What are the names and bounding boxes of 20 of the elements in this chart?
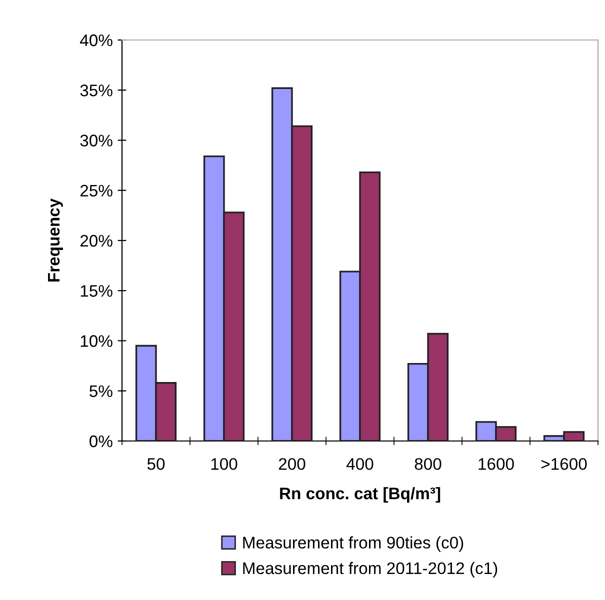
y-tick-label: 5% [90, 385, 112, 398]
x-tick-label: 1600 [478, 458, 514, 470]
y-tick-label: 35% [80, 84, 112, 96]
y-tick-label: 25% [80, 184, 112, 197]
x-tick-label: 50 [147, 458, 165, 470]
x-tick-label: 200 [278, 458, 306, 470]
y-tick-label: 0% [90, 435, 112, 448]
y-tick-label: 15% [80, 285, 112, 297]
x-tick-label: 800 [414, 458, 442, 470]
y-tick-label: 40% [80, 34, 112, 46]
y-axis-title: Frequency [48, 198, 63, 282]
x-axis-title: Rn conc. cat [Bq/m³] [280, 487, 440, 503]
y-tick-label: 10% [80, 335, 112, 347]
legend-label: Measurement from 2011-2012 (c1) [243, 562, 498, 578]
x-tick-label: >1600 [541, 458, 587, 470]
legend-label: Measurement from 90ties (c0) [243, 536, 464, 552]
y-tick-label: 30% [80, 134, 112, 146]
x-tick-label: 100 [211, 458, 238, 470]
x-tick-label: 400 [346, 458, 374, 470]
y-tick-label: 20% [80, 234, 112, 247]
